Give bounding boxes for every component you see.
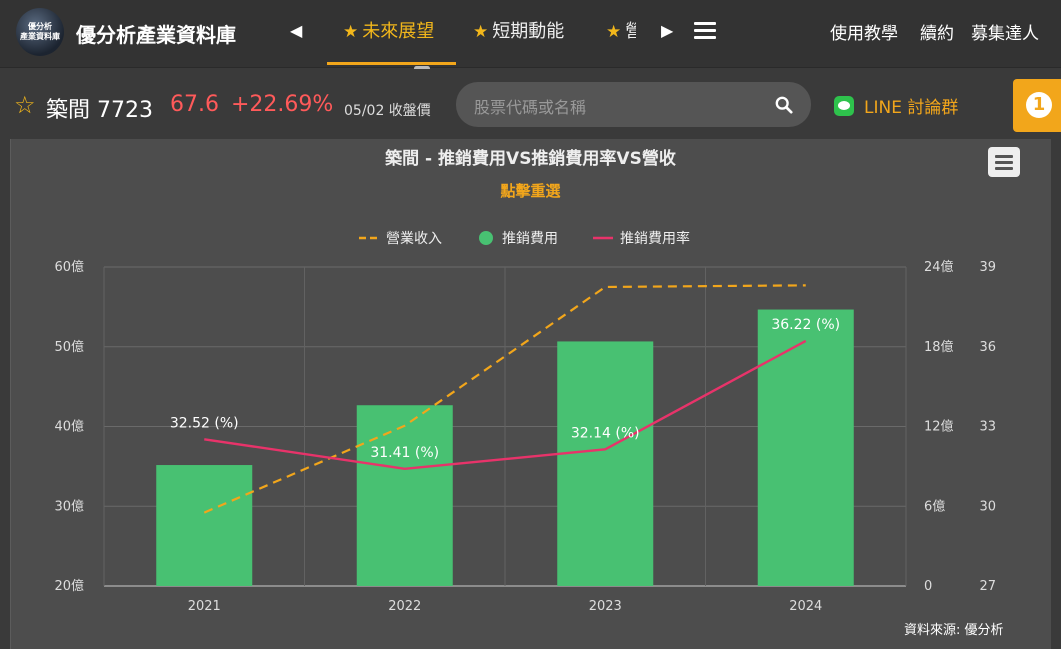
search-input[interactable]: 股票代碼或名稱 xyxy=(456,82,811,127)
rate-axis-tick: 33 xyxy=(979,420,996,435)
bar-selling-expense xyxy=(757,309,854,586)
legend-selling-expense[interactable]: 推銷費用 xyxy=(478,228,558,248)
rate-axis-tick: 36 xyxy=(979,340,996,355)
chart-menu-icon[interactable] xyxy=(988,147,1020,177)
tab-operations[interactable]: ★營運 xyxy=(604,17,636,45)
line-icon xyxy=(834,95,854,116)
line-revenue xyxy=(203,284,806,514)
data-source: 資料來源: 優分析 xyxy=(904,623,1004,638)
tab-operations-inner: ★營運 xyxy=(606,17,636,43)
notification-count: 1 xyxy=(1026,92,1052,118)
top-nav-bar: 優分析 產業資料庫 優分析產業資料庫 ◀ ★未來展望 ★短期動能 ★營運 ▶ 使… xyxy=(0,0,1061,71)
x-axis-tick: 2021 xyxy=(188,599,221,614)
rate-data-label: 31.41 (%) xyxy=(370,445,439,461)
left-axis-tick: 20億 xyxy=(54,578,84,594)
right-axis-tick: 12億 xyxy=(924,419,954,435)
tab-label: 未來展望 xyxy=(362,21,435,42)
rate-axis-tick: 27 xyxy=(979,579,996,594)
rate-data-label: 36.22 (%) xyxy=(771,317,840,333)
stock-name: 築間 7723 xyxy=(46,98,153,123)
line-selling-expense-rate xyxy=(204,339,807,470)
rate-axis-tick: 39 xyxy=(979,260,996,275)
tab-future-outlook[interactable]: ★ 未來展望 xyxy=(343,17,434,43)
solid-line-icon xyxy=(593,236,613,240)
active-tab-indicator xyxy=(327,62,456,65)
right-axis-tick: 0 xyxy=(924,579,932,594)
tab-scroll-right-icon[interactable]: ▶ xyxy=(661,21,674,40)
legend-label: 推銷費用率 xyxy=(620,231,690,247)
left-axis-tick: 30億 xyxy=(54,498,84,514)
notification-badge[interactable]: 1 xyxy=(1013,79,1061,132)
tab-label: 短期動能 xyxy=(492,21,565,42)
stock-date: 05/02 收盤價 xyxy=(344,103,431,119)
right-axis-tick: 18億 xyxy=(924,339,954,355)
legend-label: 營業收入 xyxy=(386,231,442,247)
search-placeholder: 股票代碼或名稱 xyxy=(474,98,587,117)
brand-name[interactable]: 優分析產業資料庫 xyxy=(76,23,236,47)
bar-selling-expense xyxy=(356,405,453,586)
bar-selling-expense xyxy=(557,341,654,586)
star-icon: ★ xyxy=(606,22,622,42)
right-axis-tick: 24億 xyxy=(924,259,954,275)
x-axis-tick: 2024 xyxy=(789,599,822,614)
chart-title: 築間 - 推銷費用VS推銷費用率VS營收 xyxy=(385,149,676,169)
chart-reselect-link[interactable]: 點擊重選 xyxy=(500,182,561,200)
left-axis-tick: 60億 xyxy=(54,259,84,275)
link-renew[interactable]: 續約 xyxy=(920,24,954,44)
x-axis-tick: 2022 xyxy=(388,599,421,614)
search-icon[interactable] xyxy=(775,96,793,114)
legend-label: 推銷費用 xyxy=(502,231,558,247)
link-recruit[interactable]: 募集達人 xyxy=(971,24,1039,44)
right-axis-tick: 6億 xyxy=(924,498,945,514)
stock-change: +22.69% xyxy=(231,92,334,117)
star-icon: ★ xyxy=(343,22,359,42)
star-icon: ★ xyxy=(473,22,489,42)
line-group-label: LINE 討論群 xyxy=(864,98,959,118)
stock-price: 67.6 xyxy=(170,92,219,117)
legend-selling-expense-rate[interactable]: 推銷費用率 xyxy=(592,228,690,248)
logo-text: 優分析 產業資料庫 xyxy=(20,22,60,41)
drag-handle[interactable] xyxy=(414,66,430,71)
brand-logo[interactable]: 優分析 產業資料庫 xyxy=(16,8,64,56)
tab-label: 營運 xyxy=(625,21,636,42)
line-group-button[interactable]: LINE 討論群 xyxy=(834,93,958,118)
stock-info-bar: ☆ 築間 7723 67.6 +22.69% 05/02 收盤價 股票代碼或名稱… xyxy=(0,69,1061,139)
left-axis-tick: 40億 xyxy=(54,419,84,435)
circle-marker-icon xyxy=(479,231,493,245)
link-tutorial[interactable]: 使用教學 xyxy=(830,24,898,44)
tab-short-term[interactable]: ★ 短期動能 xyxy=(473,17,564,43)
hamburger-menu-icon[interactable] xyxy=(694,22,716,40)
bar-selling-expense xyxy=(156,465,253,586)
favorite-star-icon[interactable]: ☆ xyxy=(14,91,36,119)
left-axis-tick: 50億 xyxy=(54,339,84,355)
tab-scroll-left-icon[interactable]: ◀ xyxy=(290,21,303,40)
rate-data-label: 32.52 (%) xyxy=(170,415,239,431)
legend-revenue[interactable]: 營業收入 xyxy=(358,228,442,248)
x-axis-tick: 2023 xyxy=(589,599,622,614)
rate-axis-tick: 30 xyxy=(979,499,996,514)
dashed-line-icon xyxy=(359,236,379,240)
rate-data-label: 32.14 (%) xyxy=(571,425,640,441)
